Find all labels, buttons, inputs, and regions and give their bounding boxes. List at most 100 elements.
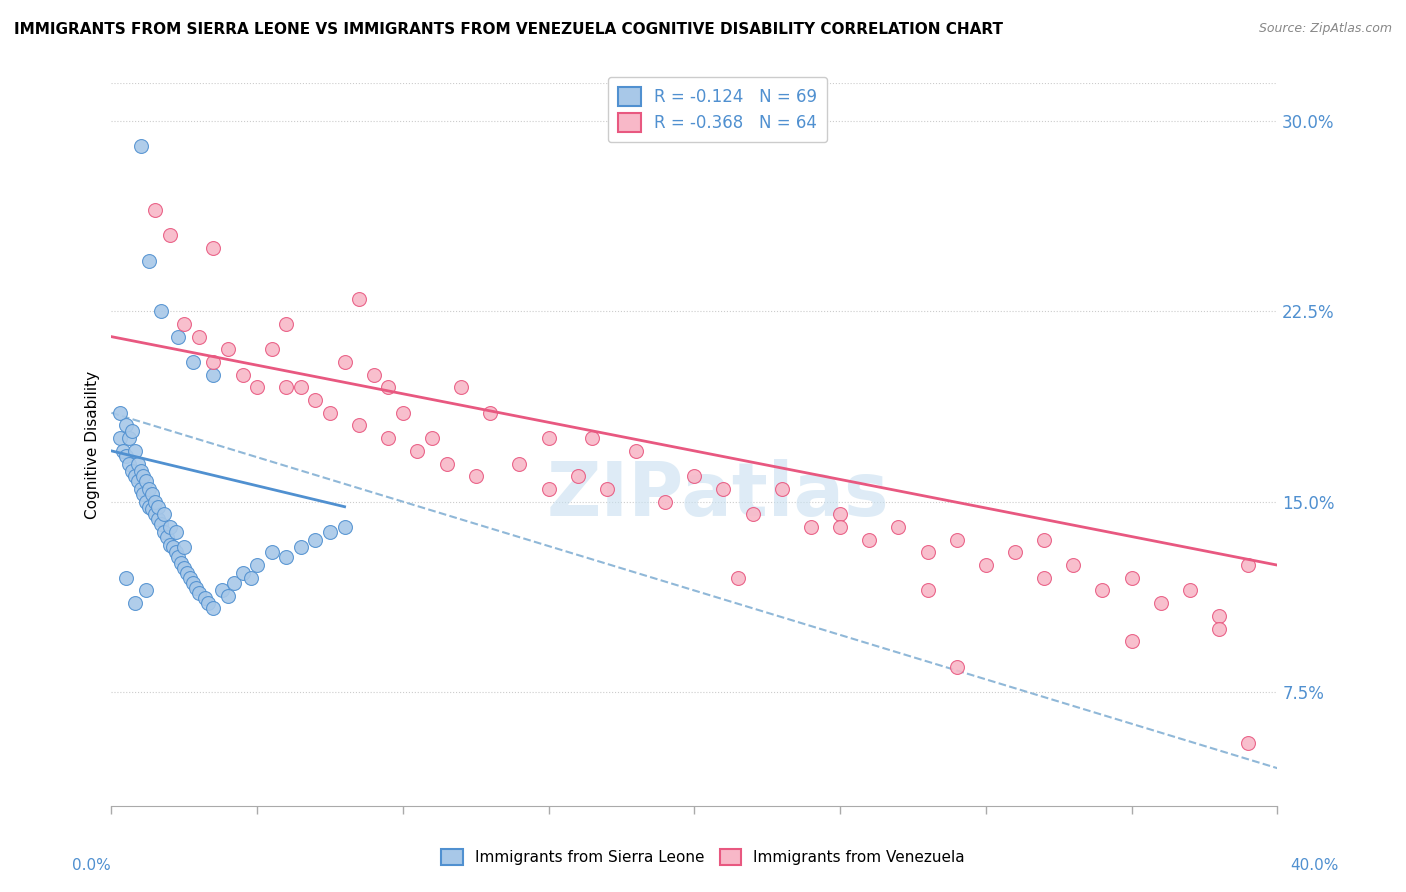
Point [135, 494, 157, 508]
Point [377, 380, 399, 394]
Point [240, 571, 263, 585]
Point [945, 533, 967, 547]
Point [276, 380, 298, 394]
Point [508, 457, 530, 471]
Point [624, 443, 647, 458]
Point [112, 443, 135, 458]
Point [108, 406, 131, 420]
Point [420, 431, 443, 445]
Point [800, 520, 823, 534]
Point [727, 571, 749, 585]
Point [246, 558, 269, 573]
Point [115, 449, 138, 463]
Point [159, 538, 181, 552]
Point [141, 487, 163, 501]
Point [159, 520, 181, 534]
Point [165, 525, 187, 540]
Text: ZIPatlas: ZIPatlas [547, 458, 889, 532]
Point [713, 482, 735, 496]
Point [141, 502, 163, 516]
Point [246, 380, 269, 394]
Point [135, 475, 157, 489]
Point [156, 530, 179, 544]
Text: IMMIGRANTS FROM SIERRA LEONE VS IMMIGRANTS FROM VENEZUELA COGNITIVE DISABILITY C: IMMIGRANTS FROM SIERRA LEONE VS IMMIGRAN… [14, 22, 1002, 37]
Point [153, 525, 176, 540]
Point [115, 571, 138, 585]
Point [581, 431, 603, 445]
Point [165, 545, 187, 559]
Point [917, 583, 939, 598]
Point [304, 393, 326, 408]
Point [170, 556, 193, 570]
Point [202, 368, 225, 382]
Point [181, 355, 204, 369]
Point [115, 418, 138, 433]
Point [1237, 736, 1260, 750]
Point [1091, 583, 1114, 598]
Point [184, 581, 207, 595]
Point [1062, 558, 1084, 573]
Point [143, 202, 166, 217]
Point [333, 355, 356, 369]
Point [290, 380, 312, 394]
Point [138, 253, 160, 268]
Point [194, 591, 217, 606]
Point [596, 482, 619, 496]
Point [159, 228, 181, 243]
Point [146, 512, 169, 526]
Text: Source: ZipAtlas.com: Source: ZipAtlas.com [1258, 22, 1392, 36]
Point [887, 520, 910, 534]
Point [276, 317, 298, 331]
Point [567, 469, 589, 483]
Point [187, 329, 209, 343]
Point [654, 494, 676, 508]
Point [202, 241, 225, 255]
Point [333, 520, 356, 534]
Point [1178, 583, 1201, 598]
Point [1237, 558, 1260, 573]
Point [173, 541, 195, 555]
Point [260, 343, 283, 357]
Point [260, 545, 283, 559]
Point [1033, 533, 1056, 547]
Point [232, 566, 254, 580]
Point [1004, 545, 1026, 559]
Point [173, 317, 195, 331]
Point [167, 550, 190, 565]
Point [108, 431, 131, 445]
Point [1121, 634, 1143, 648]
Point [146, 500, 169, 514]
Point [363, 368, 385, 382]
Text: 40.0%: 40.0% [1291, 858, 1339, 872]
Point [181, 575, 204, 590]
Point [217, 343, 239, 357]
Point [479, 406, 502, 420]
Point [741, 508, 763, 522]
Point [167, 329, 190, 343]
Point [143, 508, 166, 522]
Point [129, 464, 152, 478]
Point [121, 424, 143, 438]
Point [347, 292, 370, 306]
Point [974, 558, 997, 573]
Point [537, 482, 560, 496]
Point [319, 525, 342, 540]
Point [392, 406, 415, 420]
Point [127, 457, 149, 471]
Point [319, 406, 342, 420]
Y-axis label: Cognitive Disability: Cognitive Disability [86, 370, 100, 518]
Point [683, 469, 706, 483]
Point [124, 469, 146, 483]
Point [464, 469, 486, 483]
Point [197, 596, 219, 610]
Point [132, 487, 155, 501]
Point [149, 304, 172, 318]
Point [124, 443, 146, 458]
Point [1150, 596, 1173, 610]
Point [222, 575, 245, 590]
Point [1121, 571, 1143, 585]
Point [945, 659, 967, 673]
Point [138, 482, 160, 496]
Legend: R = -0.124   N = 69, R = -0.368   N = 64: R = -0.124 N = 69, R = -0.368 N = 64 [607, 77, 828, 142]
Point [290, 541, 312, 555]
